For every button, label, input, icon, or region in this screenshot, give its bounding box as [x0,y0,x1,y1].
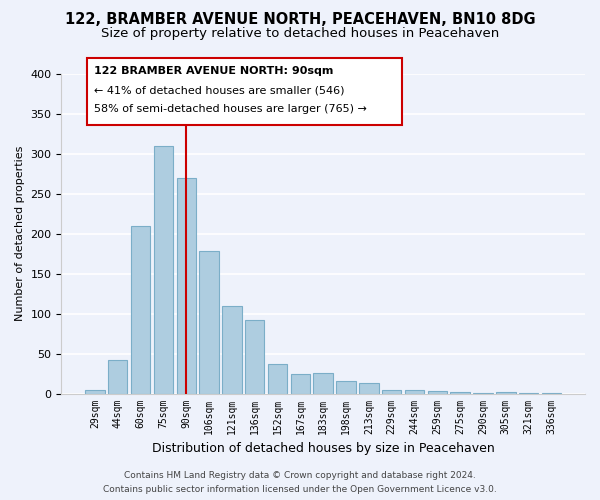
Bar [199,252,219,394]
Bar [405,390,424,394]
Y-axis label: Number of detached properties: Number of detached properties [15,146,25,322]
Text: 58% of semi-detached houses are larger (765) →: 58% of semi-detached houses are larger (… [94,104,367,115]
Bar [473,393,493,394]
Bar [519,393,538,394]
Bar [222,306,242,394]
Bar [313,373,333,394]
Text: Contains HM Land Registry data © Crown copyright and database right 2024.
Contai: Contains HM Land Registry data © Crown c… [103,472,497,494]
Bar [290,374,310,394]
Bar [85,390,104,394]
Text: 122 BRAMBER AVENUE NORTH: 90sqm: 122 BRAMBER AVENUE NORTH: 90sqm [94,66,334,76]
Bar [496,392,515,394]
Bar [382,390,401,394]
Bar [542,393,561,394]
X-axis label: Distribution of detached houses by size in Peacehaven: Distribution of detached houses by size … [152,442,494,455]
Bar [108,360,127,394]
Bar [337,381,356,394]
Bar [154,146,173,394]
Bar [428,391,447,394]
Bar [268,364,287,394]
Text: ← 41% of detached houses are smaller (546): ← 41% of detached houses are smaller (54… [94,86,344,96]
Text: Size of property relative to detached houses in Peacehaven: Size of property relative to detached ho… [101,28,499,40]
Bar [176,178,196,394]
Bar [245,320,265,394]
Bar [451,392,470,394]
Bar [359,383,379,394]
Bar [131,226,150,394]
Text: 122, BRAMBER AVENUE NORTH, PEACEHAVEN, BN10 8DG: 122, BRAMBER AVENUE NORTH, PEACEHAVEN, B… [65,12,535,28]
